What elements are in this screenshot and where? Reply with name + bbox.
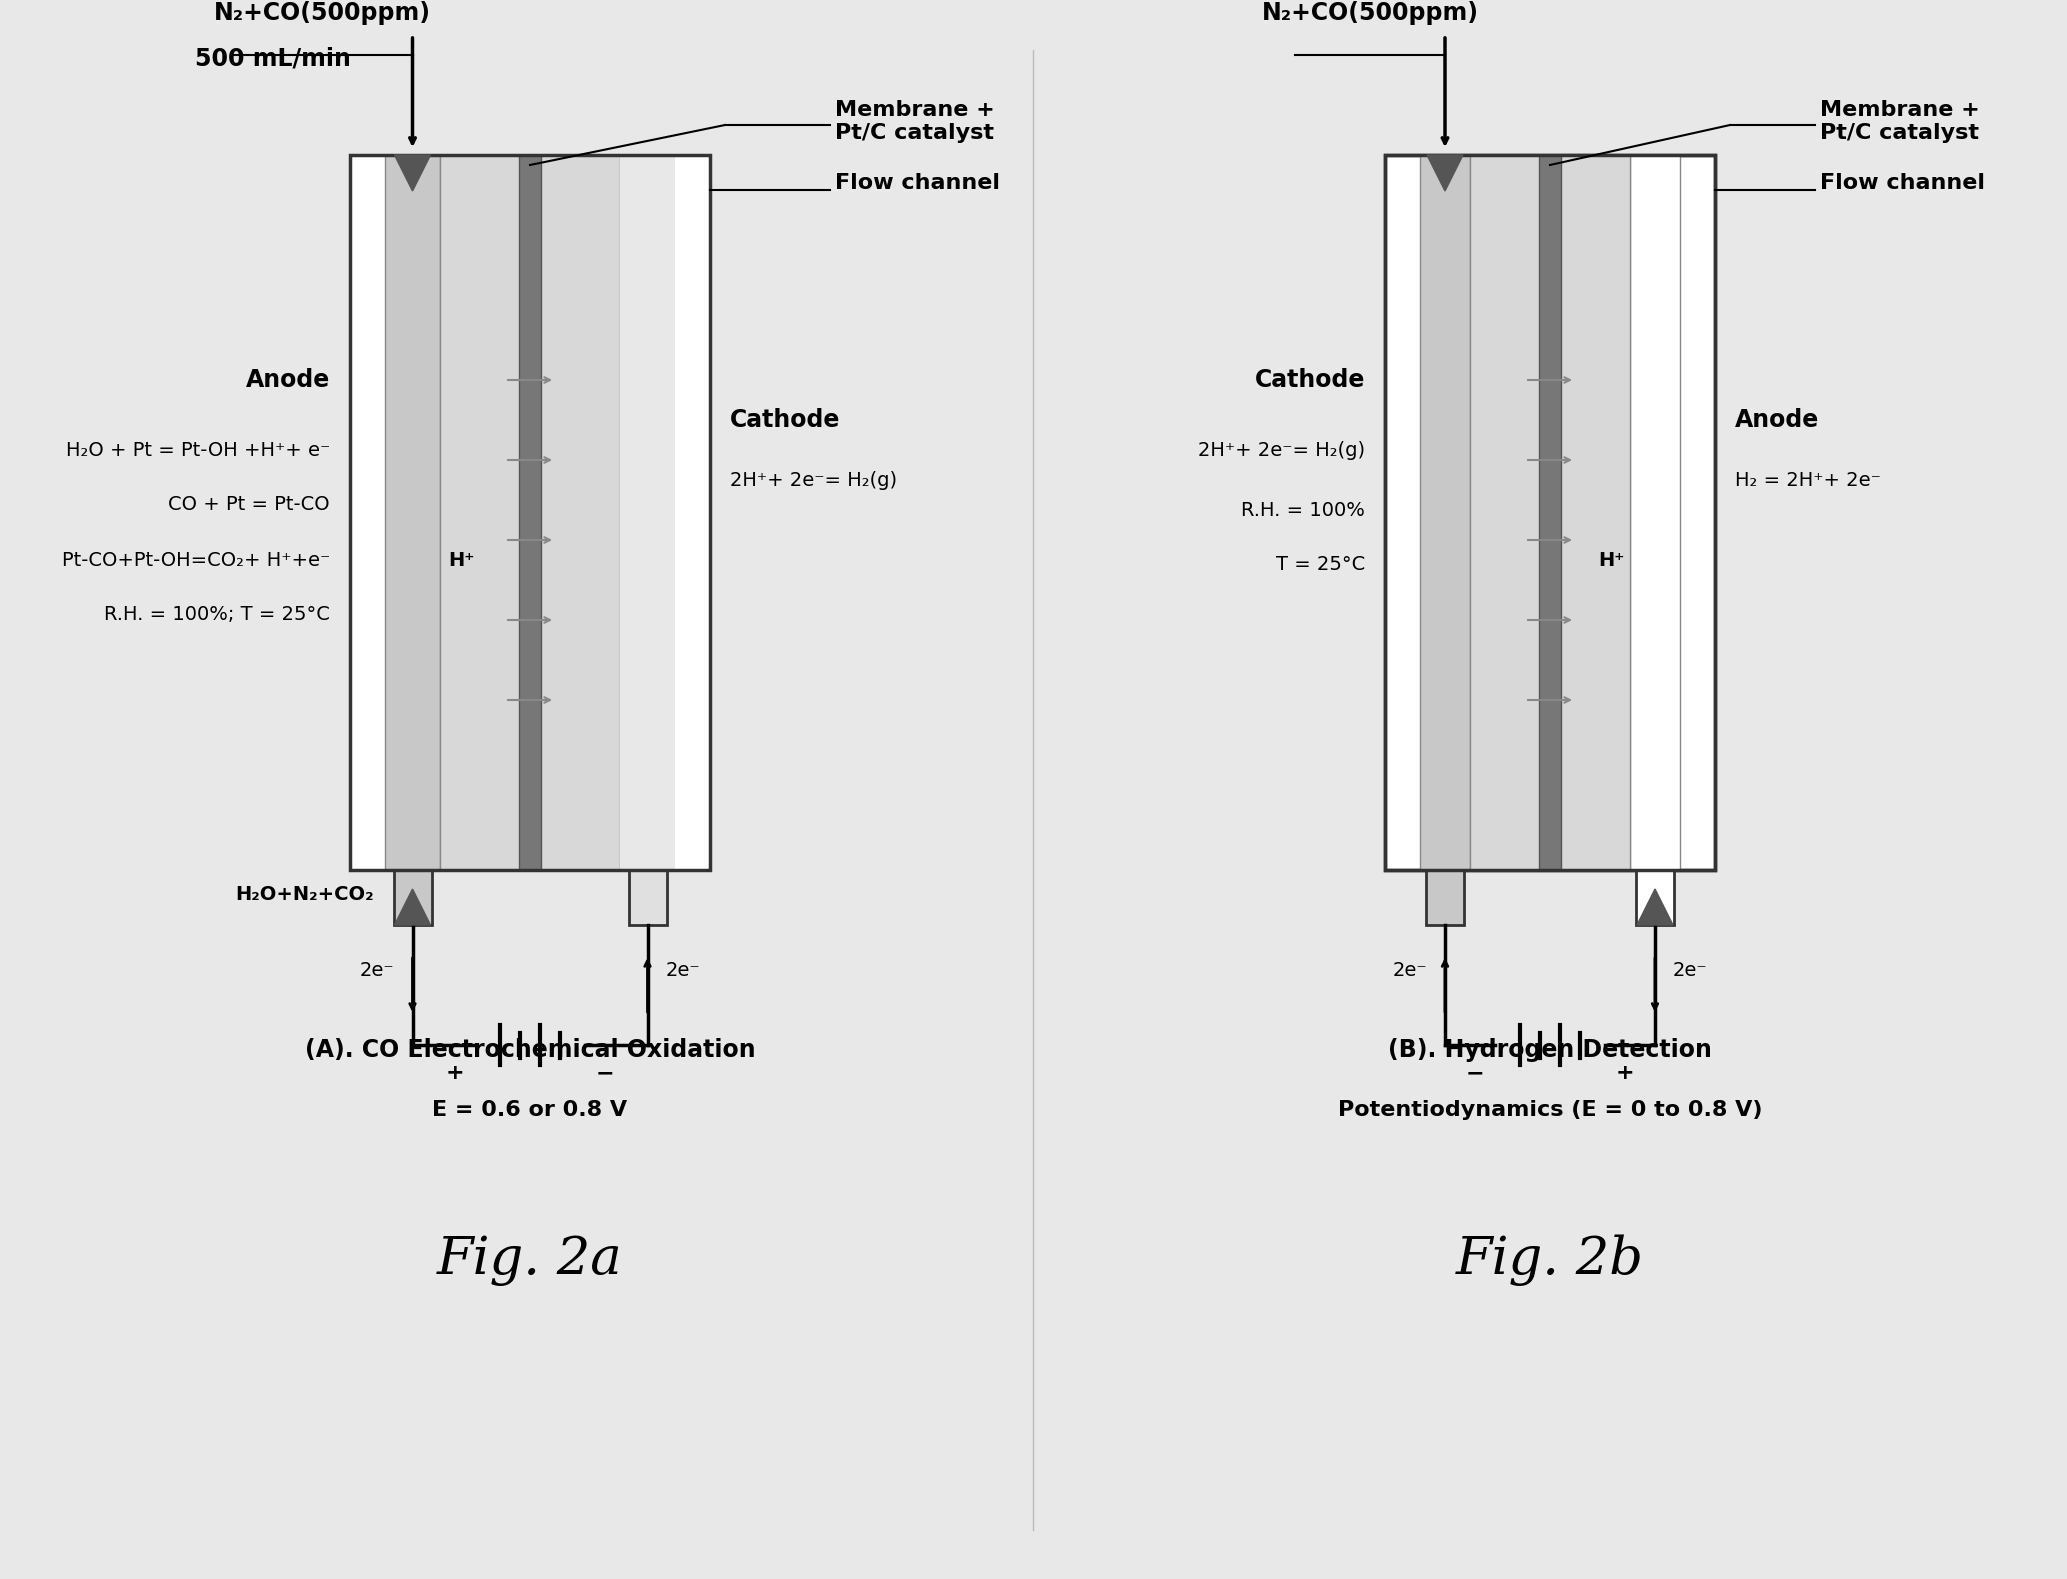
Text: Flow channel: Flow channel <box>835 174 1000 193</box>
Text: −: − <box>1466 1063 1484 1083</box>
Text: −: − <box>595 1063 614 1083</box>
Bar <box>1420 155 1470 870</box>
Text: R.H. = 100%; T = 25°C: R.H. = 100%; T = 25°C <box>103 605 331 625</box>
Bar <box>384 155 440 870</box>
Bar <box>519 155 542 870</box>
Text: Flow channel: Flow channel <box>1821 174 1984 193</box>
Text: +: + <box>446 1063 465 1083</box>
Bar <box>393 870 432 925</box>
Bar <box>440 155 620 870</box>
Bar <box>1385 155 1716 870</box>
Bar <box>620 155 676 870</box>
Text: 2H⁺+ 2e⁻= H₂(g): 2H⁺+ 2e⁻= H₂(g) <box>1199 441 1364 459</box>
Text: H⁺: H⁺ <box>1598 551 1625 570</box>
Text: H⁺: H⁺ <box>449 551 473 570</box>
Text: 500 mL/min: 500 mL/min <box>194 46 351 69</box>
Text: H₂O + Pt = Pt-OH +H⁺+ e⁻: H₂O + Pt = Pt-OH +H⁺+ e⁻ <box>66 441 331 459</box>
Text: (A). CO Electrochemical Oxidation: (A). CO Electrochemical Oxidation <box>304 1037 754 1063</box>
Text: E = 0.6 or 0.8 V: E = 0.6 or 0.8 V <box>432 1101 628 1120</box>
Bar <box>1426 870 1463 925</box>
Bar <box>628 870 666 925</box>
Text: T = 25°C: T = 25°C <box>1275 556 1364 575</box>
Text: Membrane +
Pt/C catalyst: Membrane + Pt/C catalyst <box>835 99 994 144</box>
Text: 2e⁻: 2e⁻ <box>666 960 701 979</box>
Text: Potentiodynamics (E = 0 to 0.8 V): Potentiodynamics (E = 0 to 0.8 V) <box>1337 1101 1763 1120</box>
Text: Membrane +
Pt/C catalyst: Membrane + Pt/C catalyst <box>1821 99 1980 144</box>
Text: 2e⁻: 2e⁻ <box>360 960 395 979</box>
Bar <box>349 155 709 870</box>
Text: 2H⁺+ 2e⁻= H₂(g): 2H⁺+ 2e⁻= H₂(g) <box>730 471 897 489</box>
Polygon shape <box>395 889 430 925</box>
Bar <box>620 155 709 870</box>
Text: N₂+CO(500ppm): N₂+CO(500ppm) <box>1261 2 1478 25</box>
Text: Pt-CO+Pt-OH=CO₂+ H⁺+e⁻: Pt-CO+Pt-OH=CO₂+ H⁺+e⁻ <box>62 551 331 570</box>
Text: Cathode: Cathode <box>1255 368 1364 392</box>
Text: CO + Pt = Pt-CO: CO + Pt = Pt-CO <box>167 496 331 515</box>
Bar <box>1635 870 1674 925</box>
Text: N₂+CO(500ppm): N₂+CO(500ppm) <box>215 2 432 25</box>
Text: +: + <box>1616 1063 1635 1083</box>
Bar <box>1470 155 1631 870</box>
Bar <box>349 155 709 870</box>
Text: Anode: Anode <box>1734 407 1819 433</box>
Bar <box>1385 155 1716 870</box>
Text: Cathode: Cathode <box>730 407 841 433</box>
Text: (B). Hydrogen Detection: (B). Hydrogen Detection <box>1389 1037 1711 1063</box>
Text: Fig. 2b: Fig. 2b <box>1455 1235 1643 1285</box>
Bar <box>1540 155 1561 870</box>
Text: Anode: Anode <box>246 368 331 392</box>
Polygon shape <box>1426 155 1463 191</box>
Text: R.H. = 100%: R.H. = 100% <box>1240 501 1364 519</box>
Text: H₂ = 2H⁺+ 2e⁻: H₂ = 2H⁺+ 2e⁻ <box>1734 471 1881 489</box>
Bar <box>1631 155 1680 870</box>
Text: Fig. 2a: Fig. 2a <box>436 1235 622 1285</box>
Polygon shape <box>395 155 430 191</box>
Text: 2e⁻: 2e⁻ <box>1672 960 1707 979</box>
Text: H₂O+N₂+CO₂: H₂O+N₂+CO₂ <box>236 886 374 905</box>
Polygon shape <box>1637 889 1672 925</box>
Text: 2e⁻: 2e⁻ <box>1393 960 1426 979</box>
